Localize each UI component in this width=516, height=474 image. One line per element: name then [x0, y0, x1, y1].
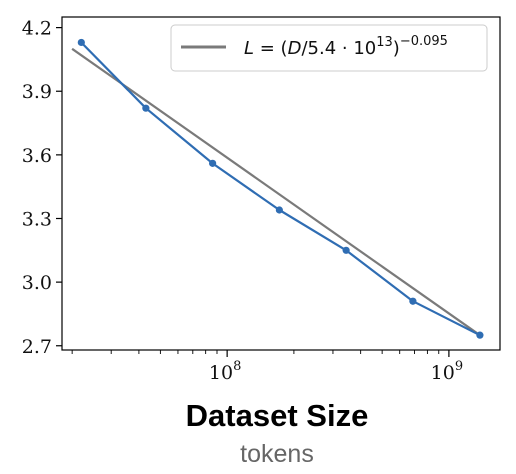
- axes: [61, 16, 501, 351]
- y-tick-label: 3.0: [22, 272, 52, 294]
- data-point: [476, 331, 484, 339]
- legend-box: [170, 24, 488, 72]
- y-tick-label: 3.6: [22, 145, 52, 167]
- data-point: [275, 206, 283, 214]
- x-axis-subtitle: tokens: [240, 440, 314, 468]
- legend: L = (D/5.4 · 1013)−0.095: [170, 24, 488, 72]
- plot-frame: [61, 16, 501, 351]
- y-tick-label: 2.7: [22, 336, 52, 358]
- series-layer: [71, 38, 484, 339]
- ticks: 2.7 3.0 3.3 3.6 3.9 4.2 108 109: [22, 18, 463, 384]
- x-tick-label: 109: [431, 359, 463, 384]
- fit-line: [71, 47, 481, 337]
- x-tick-label: 108: [209, 359, 241, 384]
- legend-label: L = (D/5.4 · 1013)−0.095: [244, 34, 448, 59]
- data-point: [409, 297, 417, 305]
- y-tick-label: 3.9: [22, 81, 52, 103]
- x-axis-title: Dataset Size: [186, 398, 369, 433]
- data-point: [142, 104, 150, 112]
- data-line: [80, 41, 481, 337]
- y-tick-label: 3.3: [22, 208, 52, 230]
- data-point: [209, 159, 217, 167]
- y-tick-label: 4.2: [22, 18, 52, 40]
- data-point: [77, 38, 85, 47]
- data-point: [342, 246, 350, 254]
